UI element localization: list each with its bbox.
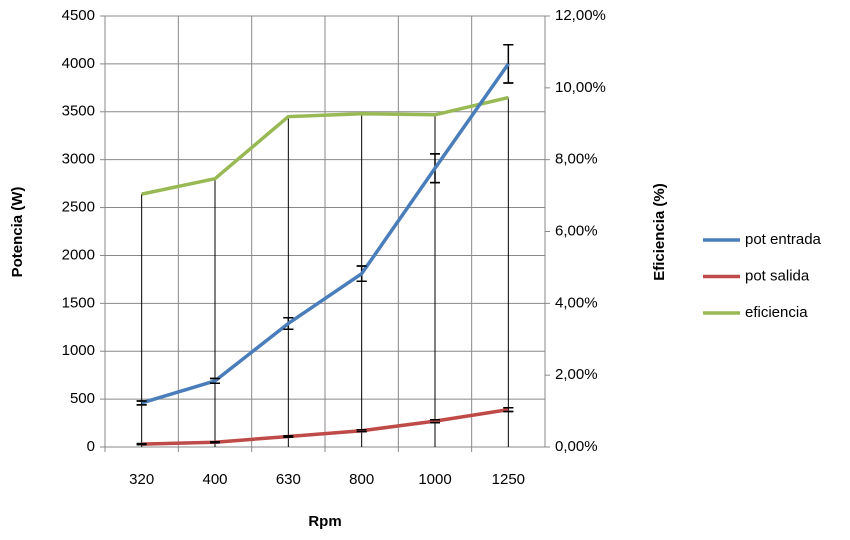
y-tick-label: 3500 xyxy=(62,103,95,120)
y2-axis-title: Eficiencia (%) xyxy=(651,183,668,281)
y-tick-label: 1000 xyxy=(62,342,95,359)
y2-tick-label: 10,00% xyxy=(555,79,606,96)
error-bar-cap xyxy=(136,400,147,406)
y2-tick-label: 4,00% xyxy=(555,294,598,311)
x-axis-title: Rpm xyxy=(308,513,341,530)
x-tick-label: 1250 xyxy=(492,471,525,488)
y-tick-label: 2500 xyxy=(62,199,95,216)
error-bar-cap xyxy=(283,434,294,438)
y-tick-label: 0 xyxy=(87,438,95,455)
x-tick-label: 630 xyxy=(276,471,301,488)
x-tick-label: 400 xyxy=(202,471,227,488)
legend-label: pot entrada xyxy=(745,231,822,248)
error-bar-cap xyxy=(136,442,147,446)
error-bar-cap xyxy=(430,418,440,424)
error-bar-cap xyxy=(503,43,514,84)
error-bar-cap xyxy=(283,316,294,330)
y-axis-title: Potencia (W) xyxy=(9,187,26,278)
error-bar-cap xyxy=(503,406,514,413)
y2-tick-label: 12,00% xyxy=(555,7,606,24)
x-tick-label: 320 xyxy=(129,471,154,488)
error-bar-cap xyxy=(356,265,367,283)
y-tick-label: 4000 xyxy=(62,55,95,72)
x-tick-label: 1000 xyxy=(418,471,451,488)
y-tick-label: 500 xyxy=(70,390,95,407)
y-tick-label: 1500 xyxy=(62,294,95,311)
y-tick-label: 4500 xyxy=(62,7,95,24)
x-tick-label: 800 xyxy=(349,471,374,488)
y-tick-label: 2000 xyxy=(62,246,95,263)
error-bar-cap xyxy=(210,377,220,385)
series-line xyxy=(141,407,509,446)
legend-label: eficiencia xyxy=(745,304,808,321)
error-bar-cap xyxy=(210,440,220,444)
y2-tick-label: 2,00% xyxy=(555,366,598,383)
y2-tick-label: 8,00% xyxy=(555,151,598,168)
y2-tick-label: 6,00% xyxy=(555,222,598,239)
y2-tick-label: 0,00% xyxy=(555,438,598,455)
error-bar-cap xyxy=(430,153,440,184)
legend-label: pot salida xyxy=(745,267,810,284)
error-bar-cap xyxy=(356,429,367,433)
series-line xyxy=(141,62,510,405)
y-tick-label: 3000 xyxy=(62,151,95,168)
series-line xyxy=(141,95,509,196)
